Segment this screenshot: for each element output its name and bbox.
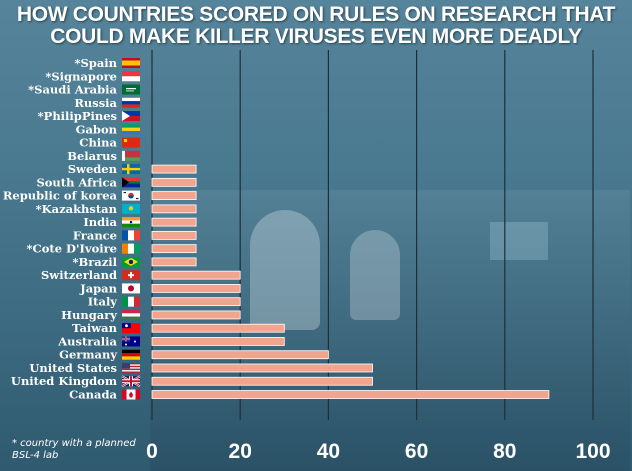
footnote: * country with a planned BSL-4 lab bbox=[12, 438, 136, 461]
category-label-russia: Russia bbox=[74, 96, 117, 110]
category-label-france: France bbox=[73, 228, 117, 242]
x-tick-label-100: 100 bbox=[575, 440, 610, 463]
flag-russia-icon bbox=[122, 97, 140, 108]
x-tick-label-0: 0 bbox=[146, 440, 158, 463]
bar-cote-d-ivoire bbox=[151, 244, 197, 254]
lab-worker-silhouette bbox=[250, 210, 320, 330]
bar-india bbox=[151, 217, 197, 227]
category-label-signapore: *Signapore bbox=[45, 69, 117, 83]
flag-switzerland-icon bbox=[122, 270, 140, 281]
category-label-brazil: *Brazil bbox=[72, 255, 117, 269]
lab-monitor bbox=[490, 222, 548, 260]
flag-philippines-icon bbox=[122, 111, 140, 122]
bar-united-kingdom bbox=[151, 376, 373, 386]
flag-china-icon bbox=[122, 137, 140, 148]
bar-italy bbox=[151, 297, 241, 307]
flag-united-states-icon bbox=[122, 362, 140, 373]
x-tick-label-80: 80 bbox=[493, 440, 516, 463]
category-label-belarus: Belarus bbox=[67, 149, 117, 163]
category-label-saudi-arabia: *Saudi Arabia bbox=[28, 83, 117, 97]
category-label-japan: Japan bbox=[79, 281, 117, 295]
flag-canada-icon bbox=[122, 389, 140, 400]
category-label-republic-of-korea: Republic of korea bbox=[3, 189, 118, 203]
category-label-germany: Germany bbox=[59, 348, 117, 362]
flag-spain-icon bbox=[122, 58, 140, 68]
bar-hungary bbox=[151, 310, 241, 320]
flag-south-africa-icon bbox=[122, 177, 140, 188]
bar-germany bbox=[151, 350, 329, 360]
bar-australia bbox=[151, 337, 285, 346]
bar-brazil bbox=[151, 257, 197, 267]
bar-layer bbox=[151, 164, 550, 399]
category-label-hungary: Hungary bbox=[61, 308, 117, 322]
flag-south-korea-icon bbox=[122, 190, 140, 201]
flag-layer bbox=[121, 58, 141, 400]
flag-belarus-icon bbox=[122, 150, 140, 161]
category-label-spain: *Spain bbox=[74, 56, 117, 70]
flag-italy-icon bbox=[122, 296, 140, 307]
bar-canada bbox=[151, 390, 550, 399]
lab-worker-silhouette-2 bbox=[350, 230, 400, 320]
flag-germany-icon bbox=[122, 349, 140, 360]
flag-saudi-arabia-icon bbox=[122, 84, 140, 95]
category-label-sweden: Sweden bbox=[68, 162, 118, 176]
bar-sweden bbox=[151, 164, 197, 174]
flag-gabon-icon bbox=[122, 124, 140, 135]
category-label-gabon: Gabon bbox=[76, 122, 118, 136]
bar-france bbox=[151, 230, 197, 240]
flag-united-kingdom-icon bbox=[121, 375, 141, 388]
bar-republic-of-korea bbox=[151, 191, 197, 201]
flag-india-icon bbox=[122, 217, 140, 228]
bar-united-states bbox=[151, 363, 373, 373]
category-label-cote-d-ivoire: *Cote D'Ivoire bbox=[27, 242, 117, 256]
category-label-united-states: United States bbox=[29, 361, 117, 375]
flag-singapore-icon bbox=[122, 71, 140, 82]
category-label-united-kingdom: United Kingdom bbox=[11, 374, 117, 388]
category-label-canada: Canada bbox=[69, 388, 117, 402]
x-tick-label-60: 60 bbox=[405, 440, 428, 463]
tick-label-layer: 0 20 40 60 80 100 bbox=[146, 440, 610, 463]
category-label-philippines: *PhilipPines bbox=[38, 109, 117, 123]
bar-south-africa bbox=[151, 177, 197, 187]
chart-title: HOW COUNTRIES SCORED ON RULES ON RESEARC… bbox=[16, 3, 616, 48]
category-label-kazakhstan: *Kazakhstan bbox=[36, 202, 118, 216]
category-label-switzerland: Switzerland bbox=[41, 268, 117, 282]
category-label-india: India bbox=[83, 215, 117, 229]
bar-switzerland bbox=[151, 270, 241, 280]
category-label-taiwan: Taiwan bbox=[72, 321, 118, 335]
flag-australia-icon bbox=[122, 336, 140, 347]
bar-kazakhstan bbox=[151, 204, 197, 214]
flag-hungary-icon bbox=[122, 309, 140, 320]
flag-kazakhstan-icon bbox=[122, 203, 140, 214]
flag-taiwan-icon bbox=[122, 323, 140, 334]
bar-taiwan bbox=[151, 323, 285, 333]
flag-cote-divoire-icon bbox=[122, 243, 140, 254]
bar-japan bbox=[151, 284, 241, 293]
category-label-layer: *Spain*Signapore*Saudi ArabiaRussia*Phil… bbox=[3, 56, 118, 402]
flag-brazil-icon bbox=[122, 256, 140, 267]
flag-japan-icon bbox=[122, 283, 140, 294]
x-tick-label-20: 20 bbox=[229, 440, 252, 463]
category-label-australia: Australia bbox=[57, 334, 117, 348]
flag-france-icon bbox=[122, 230, 140, 241]
category-label-china: China bbox=[79, 136, 117, 150]
category-label-italy: Italy bbox=[88, 295, 118, 309]
flag-sweden-icon bbox=[122, 164, 140, 175]
x-tick-label-40: 40 bbox=[317, 440, 340, 463]
category-label-south-africa: South Africa bbox=[36, 175, 117, 189]
